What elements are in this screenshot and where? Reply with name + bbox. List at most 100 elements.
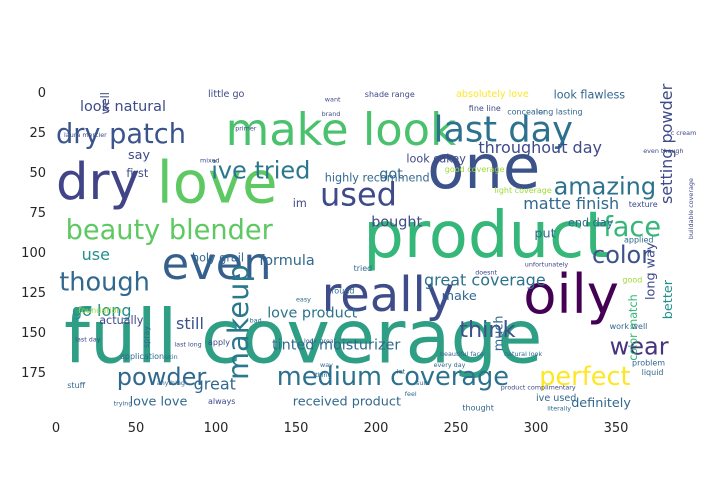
word-bought: bought <box>371 214 422 230</box>
word-im: im <box>293 197 307 210</box>
word-product-complimentary: product complimentary <box>501 384 576 392</box>
word-got: got <box>379 166 403 182</box>
word-actually: actually <box>99 314 144 327</box>
word-setting-powder: setting powder <box>657 83 676 204</box>
word-problem: problem <box>632 359 665 368</box>
word-liquid: liquid <box>642 368 664 377</box>
word-literally: literally <box>547 404 571 412</box>
word-perfect: perfect <box>539 362 630 392</box>
word-first: first <box>126 167 148 180</box>
word-better: better <box>661 279 676 319</box>
word-full-coverage: full coverage <box>64 295 543 380</box>
y-tick-label: 150 <box>21 326 46 341</box>
word-love: love <box>157 149 278 216</box>
word-even: even <box>162 237 272 290</box>
word-love-love: love love <box>130 395 188 410</box>
word-say: say <box>128 148 151 163</box>
word-look-great: look great <box>304 337 337 345</box>
word-beautiful-face: beautiful face <box>440 350 484 358</box>
word-foundation: foundation <box>78 306 121 315</box>
word-used: used <box>320 176 397 214</box>
word-always: always <box>208 397 235 406</box>
word-work-well: work well <box>610 322 648 331</box>
word-amazing: amazing <box>554 172 657 200</box>
word-powder: powder <box>117 363 207 391</box>
word-long-way: long way <box>643 242 658 300</box>
word-bad: bad <box>250 316 262 324</box>
word-make: make <box>442 289 477 304</box>
y-tick-label: 75 <box>29 206 46 221</box>
word-unfortunately: unfortunately <box>525 260 569 268</box>
word-tinted-moisturizer: tinted moisturizer <box>272 338 400 354</box>
word-spray: spray <box>142 326 151 348</box>
word-look-cakey: look cakey <box>406 152 466 165</box>
word-think: think <box>459 317 515 343</box>
word-buildable-coverage: buildable coverage <box>687 178 695 239</box>
word-received-product: received product <box>293 395 401 410</box>
word-doesnt: doesnt <box>475 268 497 276</box>
word-round: round <box>331 287 354 296</box>
word-feel: feel <box>405 390 417 398</box>
x-tick-label: 100 <box>204 421 229 436</box>
x-tick-label: 50 <box>128 421 145 436</box>
y-tick-label: 175 <box>21 366 46 381</box>
y-tick-label: 100 <box>21 246 46 261</box>
word-wear: wear <box>610 332 669 360</box>
word-love-product: love product <box>267 306 357 322</box>
y-tick-label: 0 <box>38 86 46 101</box>
word-thing: thing <box>315 371 331 379</box>
word-texture: texture <box>629 200 658 209</box>
word-cc-cream: cc cream <box>667 129 696 137</box>
word-application: application <box>120 352 164 361</box>
word-want: want <box>325 96 341 104</box>
word-product: product <box>363 199 609 273</box>
word-stuff: stuff <box>67 381 85 390</box>
word-laura-mercier: laura mercier <box>64 131 107 139</box>
word-even-though: even though <box>643 147 683 155</box>
word-primer: primer <box>235 124 257 132</box>
word-face: face <box>603 212 661 243</box>
word-ive-used: ive used <box>536 393 576 404</box>
word-trying: trying <box>114 400 133 408</box>
word-great-coverage: great coverage <box>424 271 546 290</box>
word-skin: skin <box>165 353 178 361</box>
word-medium-coverage: medium coverage <box>277 362 509 392</box>
word-go-long: go long <box>72 301 132 320</box>
word-great: great <box>194 375 236 394</box>
word-look-natural: look natural <box>80 99 166 115</box>
word-thought: thought <box>462 403 493 412</box>
word-long-lasting: long lasting <box>536 107 583 116</box>
word-brand: brand <box>322 110 341 118</box>
word-makeup: makeup <box>221 264 255 380</box>
word-last-day: last day <box>434 110 573 151</box>
word-last-long: last long <box>174 340 201 348</box>
word-easy: easy <box>296 296 311 304</box>
x-tick-label: 250 <box>444 421 469 436</box>
word-applied: applied <box>624 235 654 244</box>
word-fine-line: fine line <box>469 104 501 113</box>
word-throughout-day: throughout day <box>478 138 602 157</box>
word-way: way <box>320 361 333 369</box>
word-lot: lot <box>397 368 406 376</box>
x-tick-label: 200 <box>364 421 389 436</box>
word-color: color <box>592 241 651 269</box>
word-oily: oily <box>523 263 619 326</box>
word-anything: anything <box>157 379 185 387</box>
word-tried: tried <box>354 264 373 273</box>
y-axis-ticks: 0 25 50 75 100 125 150 175 <box>21 86 46 381</box>
word-every-day: every day <box>434 361 466 369</box>
word-end-day: end day <box>568 216 614 229</box>
word-shade-range: shade range <box>365 90 415 99</box>
word-highly-recommend: highly recommend <box>325 172 430 185</box>
word-really: really <box>322 267 455 323</box>
word-natural-look: natural look <box>504 350 542 358</box>
word-last-day: last day <box>75 336 101 344</box>
word-holy-grail: holy grail <box>192 252 244 265</box>
word-dry-patch: dry patch <box>56 119 186 150</box>
word-look-flawless: look flawless <box>554 88 626 101</box>
word-little-go: little go <box>208 89 245 100</box>
y-tick-label: 25 <box>29 126 46 141</box>
x-axis-ticks: 0 50 100 150 200 250 300 350 <box>52 421 629 436</box>
